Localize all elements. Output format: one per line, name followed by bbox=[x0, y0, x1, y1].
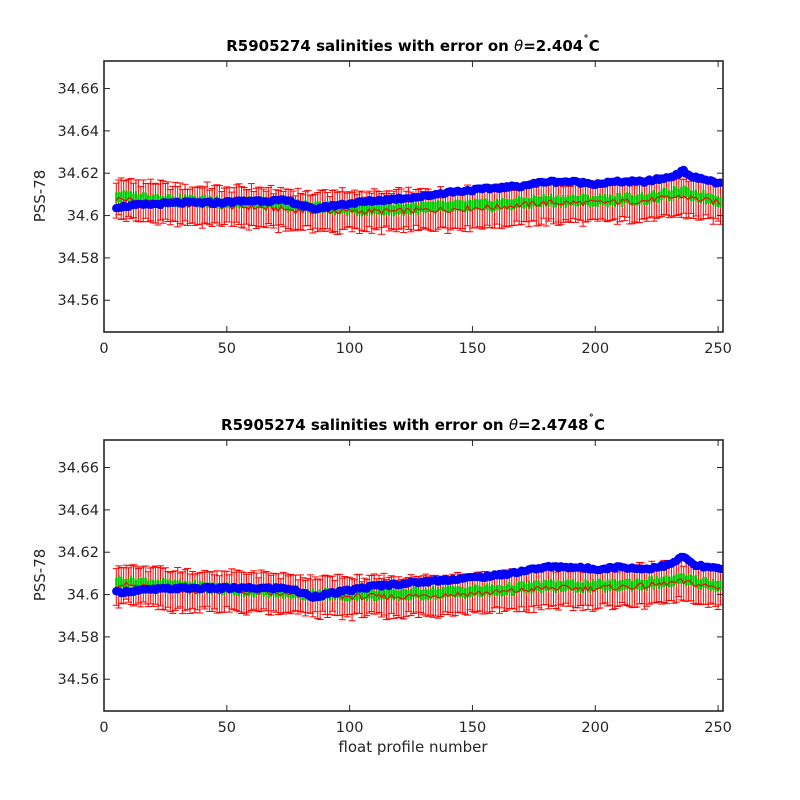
x-tick-label: 250 bbox=[704, 341, 732, 357]
x-tick-label: 50 bbox=[218, 720, 236, 736]
x-axis-label: float profile number bbox=[338, 738, 488, 756]
x-tick-label: 250 bbox=[704, 720, 732, 736]
y-axis-label: PSS-78 bbox=[31, 549, 49, 602]
x-tick-label: 100 bbox=[336, 720, 364, 736]
y-tick-label: 34.62 bbox=[57, 545, 99, 561]
float-salinity-point bbox=[716, 178, 723, 187]
y-tick-label: 34.6 bbox=[67, 209, 99, 225]
axis-ticks: 0 50 100 150 200 250 34.56 34.58 34.6 34.62 34.64 3… bbox=[57, 440, 732, 736]
x-tick-label: 0 bbox=[99, 720, 108, 736]
y-tick-label: 34.6 bbox=[67, 588, 99, 604]
plot-area bbox=[103, 439, 724, 712]
y-tick-label: 34.56 bbox=[57, 293, 99, 309]
float-salinity-series bbox=[112, 552, 723, 602]
y-tick-label: 34.58 bbox=[57, 251, 99, 267]
x-tick-label: 200 bbox=[581, 341, 609, 357]
chart-title: R5905274 salinities with error on θ=2.40… bbox=[226, 34, 600, 55]
axes-box bbox=[103, 60, 724, 333]
y-tick-label: 34.64 bbox=[57, 503, 99, 519]
x-tick-label: 50 bbox=[218, 341, 236, 357]
y-tick-label: 34.64 bbox=[57, 124, 99, 140]
plot-area bbox=[103, 60, 724, 333]
axes-box bbox=[103, 439, 724, 712]
y-tick-label: 34.66 bbox=[57, 461, 99, 477]
chart-title: R5905274 salinities with error on θ=2.47… bbox=[221, 413, 605, 434]
x-tick-label: 100 bbox=[336, 341, 364, 357]
float-salinity-series bbox=[112, 165, 723, 214]
y-tick-label: 34.62 bbox=[57, 166, 99, 182]
axis-ticks: 0 50 100 150 200 250 34.56 34.58 34.6 34.62 34.64 3… bbox=[57, 61, 732, 357]
y-tick-label: 34.66 bbox=[57, 82, 99, 98]
x-tick-label: 150 bbox=[459, 341, 487, 357]
chart-panel-1: R5905274 salinities with error on θ=2.40… bbox=[31, 34, 732, 357]
x-tick-label: 200 bbox=[581, 720, 609, 736]
float-salinity-point bbox=[716, 564, 723, 574]
y-tick-label: 34.56 bbox=[57, 672, 99, 688]
x-tick-label: 0 bbox=[99, 341, 108, 357]
chart-panel-2: R5905274 salinities with error on θ=2.47… bbox=[31, 413, 732, 756]
data-layer bbox=[112, 165, 723, 235]
y-axis-label: PSS-78 bbox=[31, 170, 49, 223]
data-layer bbox=[112, 552, 723, 622]
y-tick-label: 34.58 bbox=[57, 630, 99, 646]
x-tick-label: 150 bbox=[459, 720, 487, 736]
